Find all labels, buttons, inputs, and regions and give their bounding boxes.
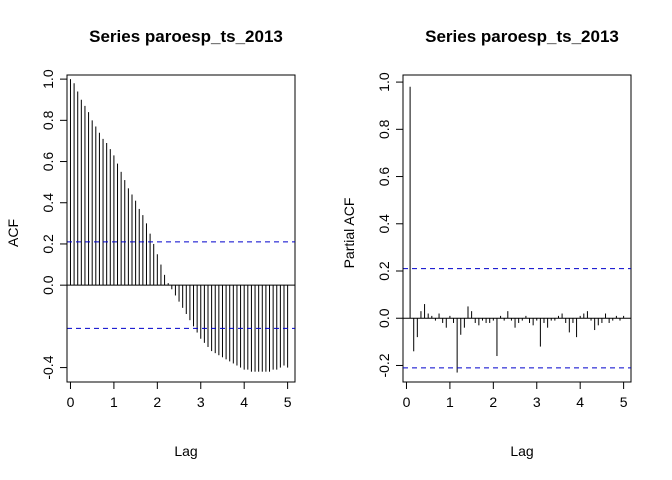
pacf-x-label: Lag	[510, 443, 533, 459]
pacf-x-tick-label: 4	[576, 394, 584, 410]
acf-x-tick-label: 1	[110, 394, 118, 410]
acf-y-tick-label: 0.6	[40, 152, 56, 172]
acf-y-tick-label: 0.8	[40, 110, 56, 130]
acf-x-tick-label: 5	[284, 394, 292, 410]
pacf-x-tick-label: 0	[403, 394, 411, 410]
acf-y-tick-label: 1.0	[40, 69, 56, 89]
pacf-x-tick-label: 2	[489, 394, 497, 410]
pacf-title: Series paroesp_ts_2013	[425, 27, 619, 46]
pacf-x-tick-label: 1	[446, 394, 454, 410]
pacf-y-tick-label: 0.8	[376, 119, 392, 139]
pacf-y-tick-label: 0.4	[376, 214, 392, 234]
pacf-y-tick-label: -0.2	[376, 353, 392, 377]
acf-y-label: ACF	[5, 219, 21, 247]
acf-x-tick-label: 2	[153, 394, 161, 410]
pacf-y-tick-label: 0.6	[376, 167, 392, 187]
acf-plot-frame	[66, 74, 296, 383]
pacf-y-tick-label: 1.0	[376, 72, 392, 92]
pacf-plot-frame	[402, 74, 632, 383]
acf-title: Series paroesp_ts_2013	[89, 27, 283, 46]
acf-panel: Series paroesp_ts_2013 Lag ACF 0 1 2 3 4 5 -0.…	[5, 27, 296, 459]
pacf-y-tick-label: 0.0	[376, 308, 392, 328]
acf-x-tick-label: 3	[197, 394, 205, 410]
acf-x-tick-label: 4	[240, 394, 248, 410]
pacf-plot-area: 0 1 2 3 4 5 -0.2 0.0 0.2 0.4 0.6 0.8 1.0	[376, 72, 632, 410]
acf-x-label: Lag	[174, 443, 197, 459]
pacf-x-tick-label: 5	[620, 394, 628, 410]
pacf-y-label: Partial ACF	[341, 198, 357, 269]
acf-x-tick-label: 0	[67, 394, 75, 410]
pacf-x-tick-label: 3	[533, 394, 541, 410]
pacf-panel: Series paroesp_ts_2013 Lag Partial ACF 0…	[341, 27, 632, 459]
acf-y-tick-label: -0.4	[40, 355, 56, 379]
acf-plot-area: 0 1 2 3 4 5 -0.4 0.0 0.2 0.4 0.6 0.8 1.0	[40, 69, 296, 410]
acf-y-tick-label: 0.4	[40, 193, 56, 213]
pacf-y-tick-label: 0.2	[376, 261, 392, 281]
acf-y-tick-label: 0.2	[40, 234, 56, 254]
acf-y-tick-label: 0.0	[40, 275, 56, 295]
